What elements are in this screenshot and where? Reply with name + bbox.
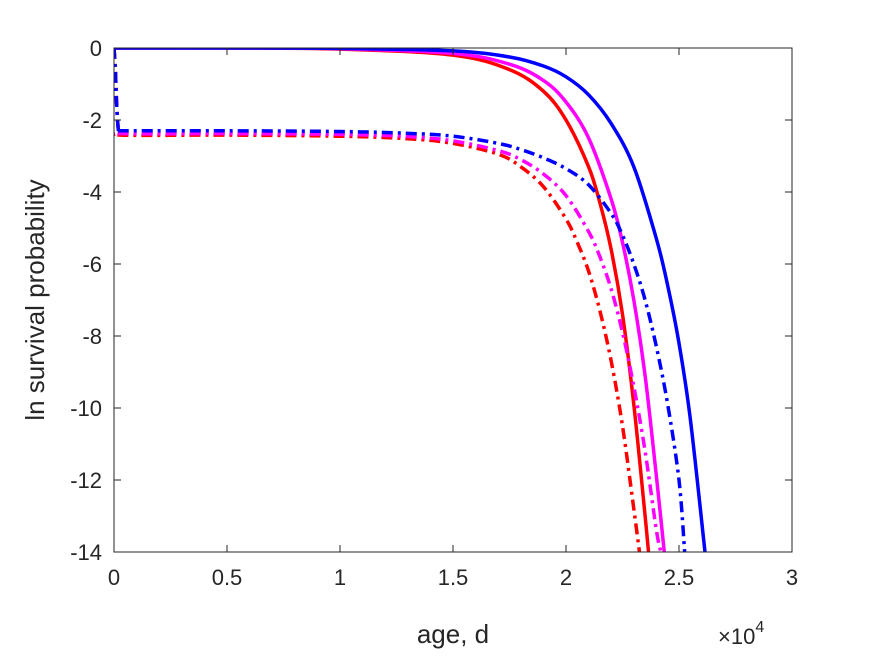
x-tick-label: 2.5 [664, 565, 695, 590]
x-axis-multiplier-base: ×10 [718, 624, 755, 649]
y-tick-label: 0 [90, 36, 102, 61]
y-tick-label: -6 [82, 252, 102, 277]
plot-area [114, 48, 792, 552]
ticks-layer: 0 0.5 1 1.5 2 2.5 3 0 -2 -4 -6 -8 -10 -12 -14 [70, 36, 798, 590]
x-axis-multiplier: ×104 [718, 619, 764, 649]
series-line-4-dashdot [114, 48, 642, 552]
x-axis-label: age, d [417, 619, 489, 649]
x-axis-multiplier-exponent: 4 [755, 619, 764, 636]
y-tick-label: -2 [82, 108, 102, 133]
x-tick-label: 3 [786, 565, 798, 590]
x-tick-label: 0.5 [212, 565, 243, 590]
x-tick-label: 1.5 [438, 565, 469, 590]
series-line-6-dashdot [114, 48, 687, 552]
x-tick-label: 1 [334, 565, 346, 590]
series-line-5-dashdot [114, 48, 663, 552]
y-tick-label: -10 [70, 396, 102, 421]
y-tick-label: -4 [82, 180, 102, 205]
x-tick-label: 2 [560, 565, 572, 590]
x-tick-label: 0 [108, 565, 120, 590]
y-tick-label: -14 [70, 540, 102, 565]
y-axis-label: ln survival probability [20, 179, 50, 420]
y-tick-label: -8 [82, 324, 102, 349]
y-tick-label: -12 [70, 468, 102, 493]
